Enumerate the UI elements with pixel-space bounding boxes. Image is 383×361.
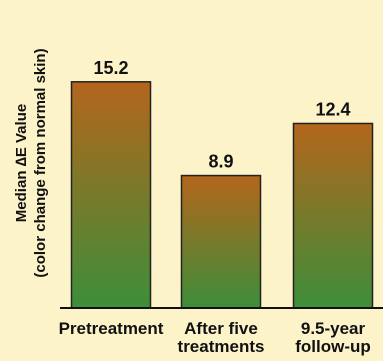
y-axis-label-line2: (color change from normal skin) — [32, 48, 49, 277]
value-label-1: 15.2 — [93, 58, 128, 78]
bar-2 — [180, 174, 262, 309]
category-label-3-line2: follow-up — [295, 337, 371, 356]
value-label-2: 8.9 — [208, 152, 233, 172]
category-label-2-line1: After five — [184, 319, 258, 338]
value-label-3: 12.4 — [315, 99, 350, 119]
y-axis-label-line1: Median ∆E Value — [13, 104, 30, 222]
category-label-1: Pretreatment — [59, 319, 164, 338]
category-label-2-line2: treatments — [178, 337, 265, 356]
category-label-3-line1: 9.5-year — [301, 319, 366, 338]
bars-layer — [70, 81, 374, 309]
bar-1 — [70, 81, 152, 309]
bar-3 — [292, 122, 374, 309]
y-axis-label: Median ∆E Value (color change from norma… — [13, 48, 49, 277]
